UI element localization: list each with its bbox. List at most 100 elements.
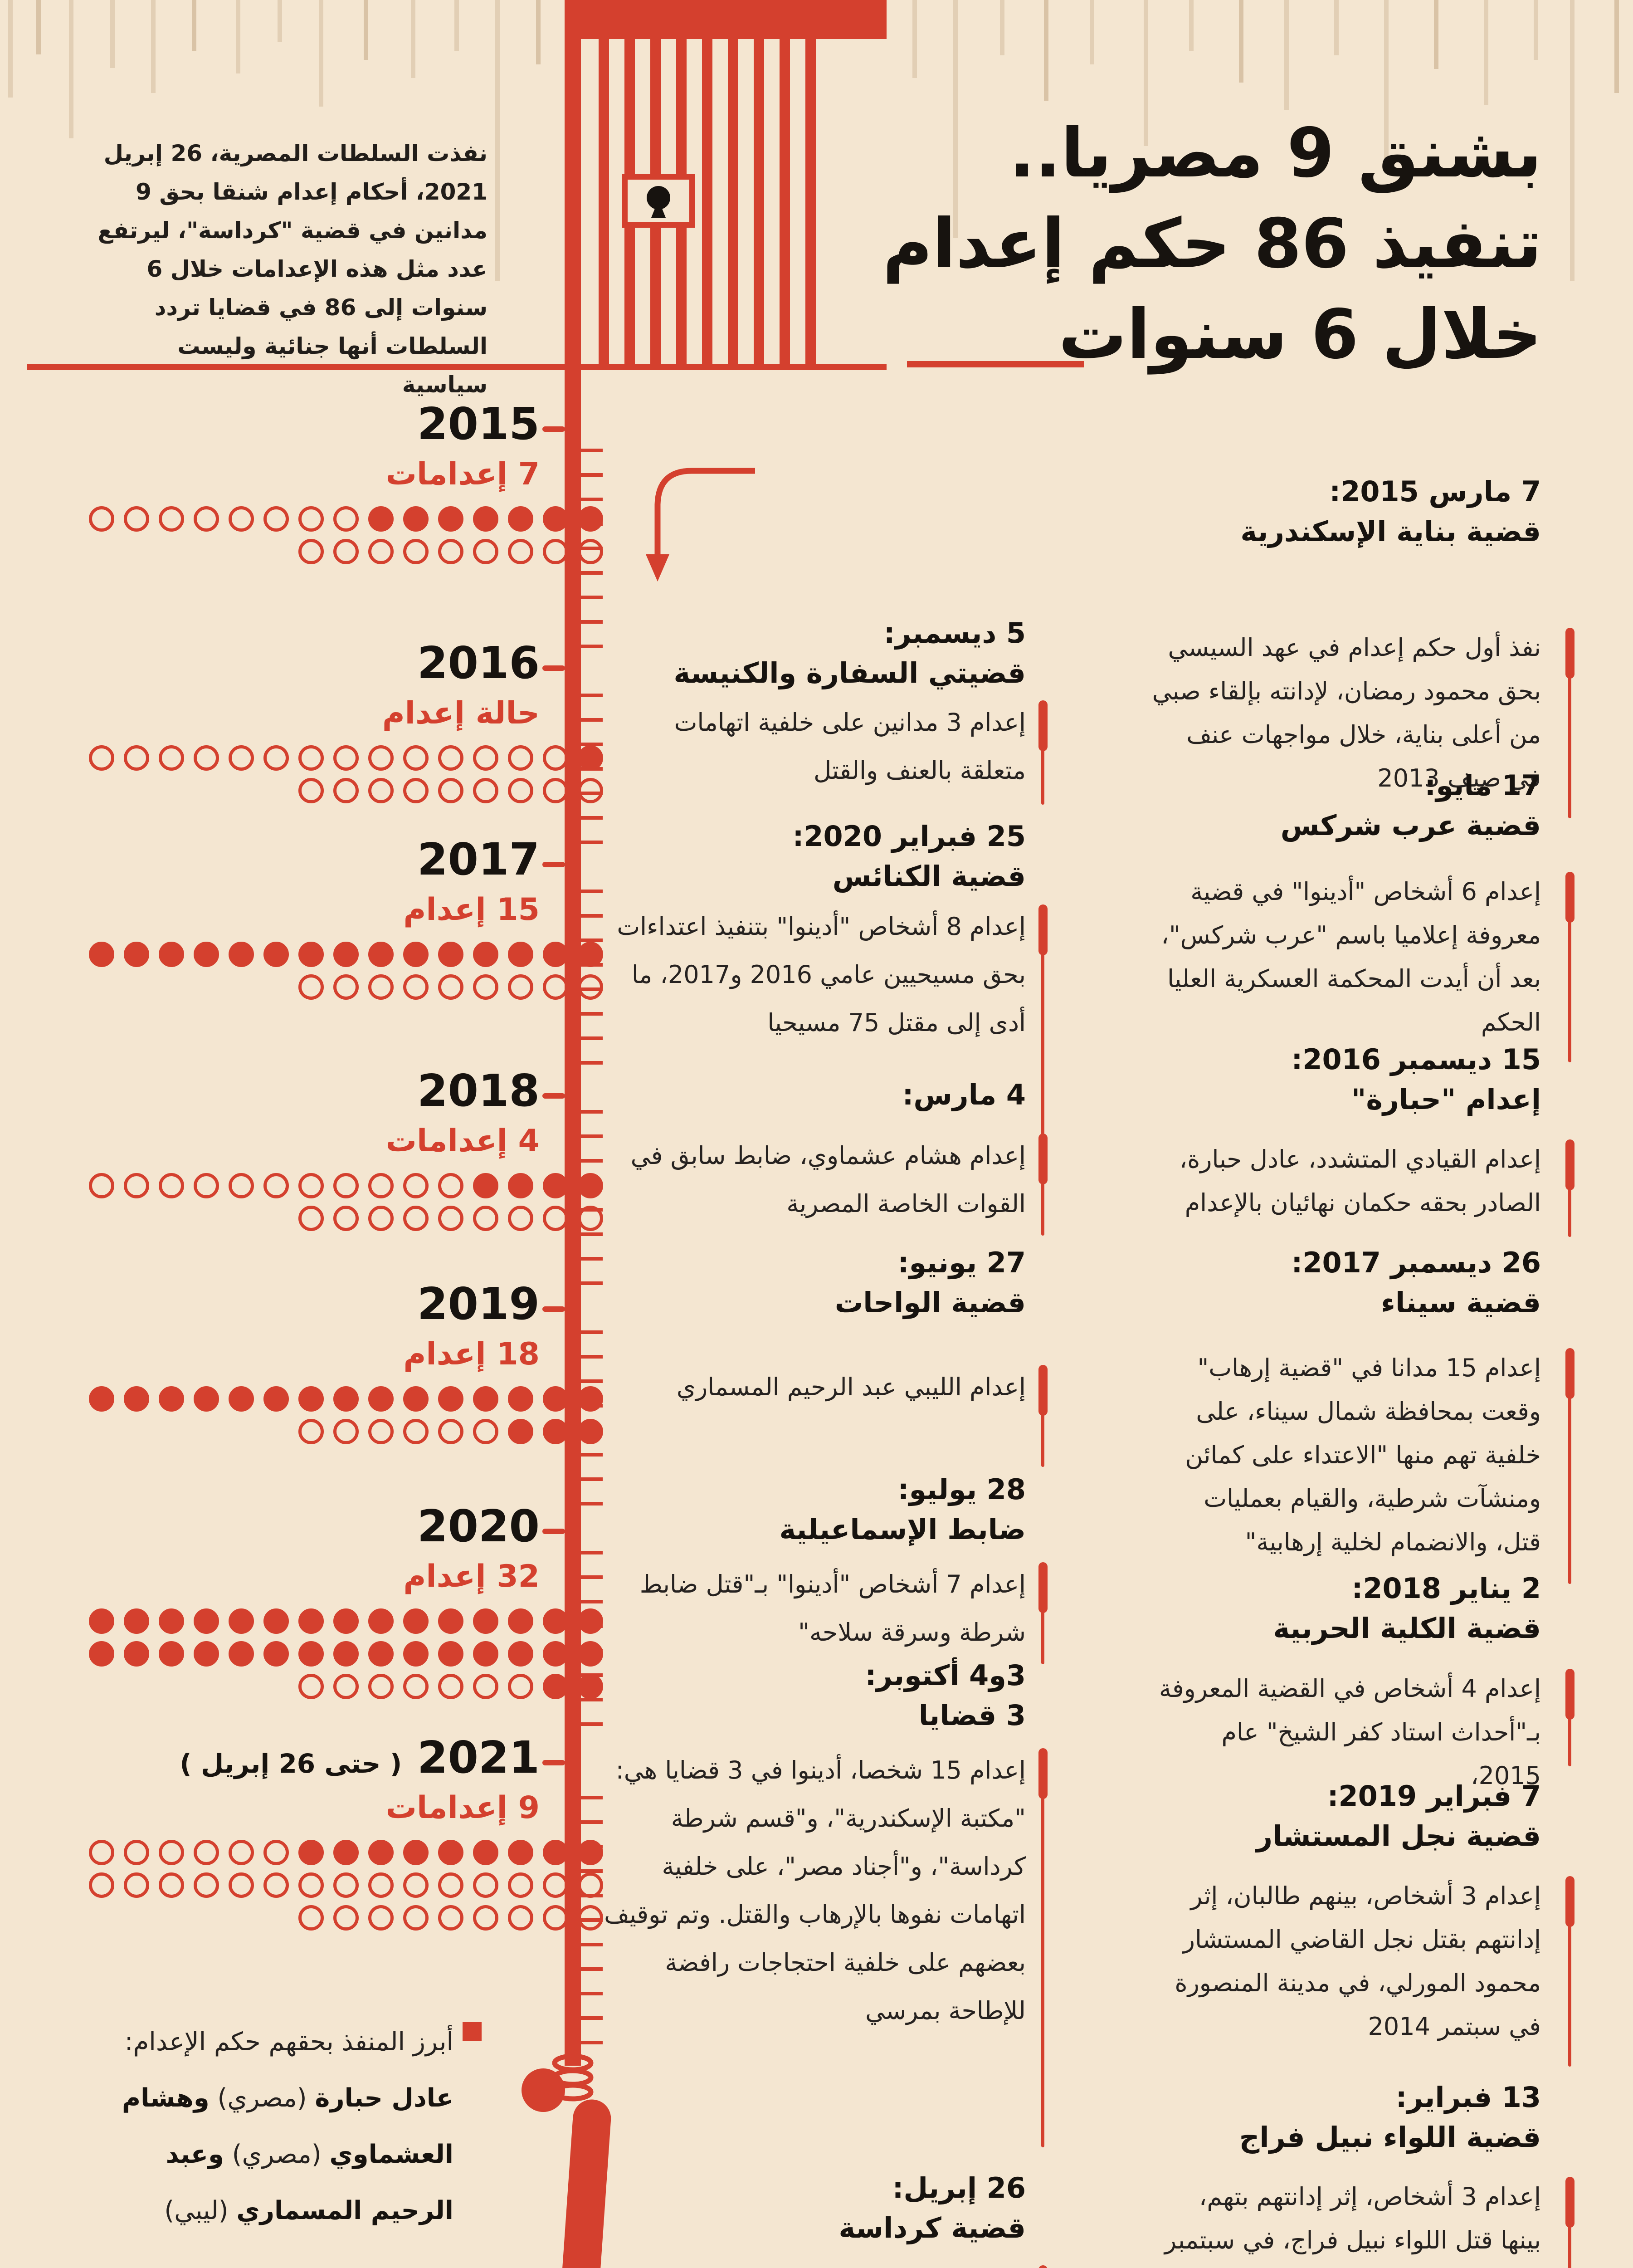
ruler-tick	[581, 914, 603, 918]
event-marker-capsule	[1565, 1139, 1575, 1190]
execution-dot-empty	[508, 1872, 533, 1898]
execution-dot-filled	[473, 1641, 498, 1667]
event-marker	[1565, 1876, 1575, 2067]
execution-dot-empty	[473, 745, 498, 771]
execution-dot-empty	[89, 745, 114, 771]
execution-dot-empty	[508, 1674, 533, 1699]
execution-dot-empty	[298, 745, 324, 771]
prison-bar	[754, 36, 764, 367]
execution-dot-filled	[578, 745, 603, 771]
hanging-line	[1284, 0, 1289, 110]
event-marker-capsule	[1038, 1365, 1048, 1416]
hanging-line	[236, 0, 240, 73]
ruler-tick	[581, 694, 603, 697]
execution-dot-empty	[298, 1419, 324, 1444]
execution-dot-empty	[438, 778, 463, 803]
execution-dot-filled	[578, 1608, 603, 1634]
year-label: 2019	[417, 1278, 540, 1330]
execution-dot-filled	[263, 1386, 289, 1412]
execution-dot-filled	[298, 1386, 324, 1412]
execution-dot-empty	[438, 1674, 463, 1699]
execution-dot-empty	[194, 745, 219, 771]
execution-dot-filled	[438, 942, 463, 967]
execution-dot-filled	[333, 1386, 359, 1412]
execution-dot-filled	[543, 1608, 568, 1634]
execution-dot-filled	[473, 1173, 498, 1198]
ruler-tick	[581, 1820, 603, 1824]
execution-dot-empty	[578, 778, 603, 803]
dot-row	[298, 1674, 603, 1699]
year-tick	[542, 1529, 565, 1534]
execution-dot-filled	[229, 1641, 254, 1667]
execution-dot-filled	[578, 1674, 603, 1699]
execution-dot-empty	[543, 745, 568, 771]
execution-dot-filled	[508, 1419, 533, 1444]
execution-dot-empty	[368, 1206, 394, 1231]
execution-dot-empty	[438, 745, 463, 771]
execution-dot-filled	[89, 1386, 114, 1412]
event-marker-rod	[1568, 1392, 1571, 1584]
year-number: 2018	[417, 1065, 540, 1116]
execution-dot-filled	[473, 942, 498, 967]
execution-dot-filled	[473, 1608, 498, 1634]
execution-dot-empty	[368, 778, 394, 803]
ruler-tick	[581, 743, 603, 746]
execution-dot-filled	[438, 1386, 463, 1412]
execution-dot-empty	[473, 1905, 498, 1931]
execution-dot-empty	[194, 506, 219, 532]
execution-dot-empty	[508, 778, 533, 803]
event-date-title: 15 ديسمبر 2016: إعدام "حبارة"	[1291, 1043, 1541, 1116]
executions-dot-grid	[89, 1608, 603, 1699]
execution-dot-filled	[333, 1608, 359, 1634]
execution-dot-filled	[368, 506, 394, 532]
execution-dot-filled	[298, 1840, 324, 1865]
execution-dot-empty	[543, 974, 568, 1000]
event-marker-rod	[1041, 948, 1044, 1161]
ruler-tick	[581, 1967, 603, 1971]
execution-dot-empty	[89, 506, 114, 532]
execution-dot-empty	[403, 745, 429, 771]
dot-row	[89, 1608, 603, 1634]
note-bullet-square	[463, 2022, 482, 2041]
prison-top-band	[565, 0, 887, 39]
execution-dot-empty	[124, 506, 149, 532]
timeline-spine	[565, 38, 581, 2066]
executions-count-label: حالة إعدام	[382, 695, 540, 731]
execution-dot-empty	[263, 506, 289, 532]
event-date-title: 2 يناير 2018: قضية الكلية الحربية	[1273, 1572, 1541, 1645]
hanging-line	[454, 0, 459, 51]
execution-dot-filled	[403, 942, 429, 967]
execution-dot-empty	[543, 1206, 568, 1231]
execution-dot-filled	[578, 1840, 603, 1865]
event-marker	[1038, 1134, 1048, 1236]
execution-dot-filled	[508, 1173, 533, 1198]
execution-dot-filled	[263, 1641, 289, 1667]
execution-dot-filled	[368, 1840, 394, 1865]
execution-dot-empty	[403, 539, 429, 564]
execution-dot-empty	[229, 745, 254, 771]
note-segment: (مصري)	[209, 2083, 315, 2113]
event-body: إعدام 9 أشخاص حسب إعلام حكومي و17 حسب من…	[604, 2263, 1026, 2268]
execution-dot-filled	[89, 1608, 114, 1634]
execution-dot-empty	[578, 1206, 603, 1231]
execution-dot-filled	[263, 942, 289, 967]
execution-dot-filled	[263, 1608, 289, 1634]
executions-dot-grid	[89, 745, 603, 803]
execution-dot-empty	[508, 1206, 533, 1231]
execution-dot-empty	[508, 1905, 533, 1931]
execution-dot-empty	[438, 974, 463, 1000]
event-marker-capsule	[1038, 1562, 1048, 1613]
execution-dot-empty	[368, 1674, 394, 1699]
event-date-title: 5 ديسمبر: قضيتي السفارة والكنيسة	[673, 616, 1026, 689]
execution-dot-empty	[263, 1872, 289, 1898]
note-segment: (مصري)	[224, 2140, 330, 2169]
execution-dot-empty	[333, 539, 359, 564]
execution-dot-filled	[403, 1641, 429, 1667]
event-marker-capsule	[1038, 1134, 1048, 1184]
event-marker-rod	[1568, 915, 1571, 1062]
hanging-line	[8, 0, 13, 98]
ruler-tick	[581, 1134, 603, 1138]
executions-dot-grid	[89, 1840, 603, 1931]
execution-dot-filled	[194, 1641, 219, 1667]
execution-dot-filled	[333, 1641, 359, 1667]
